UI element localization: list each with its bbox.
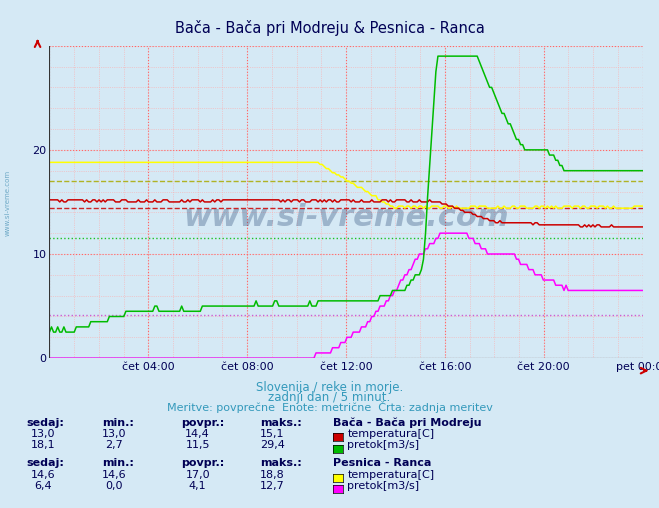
Text: 14,6: 14,6 <box>30 469 55 480</box>
Text: sedaj:: sedaj: <box>26 418 64 428</box>
Text: Pesnica - Ranca: Pesnica - Ranca <box>333 458 431 468</box>
Text: 14,4: 14,4 <box>185 429 210 439</box>
Text: 0,0: 0,0 <box>105 481 123 491</box>
Text: 11,5: 11,5 <box>185 440 210 450</box>
Text: 14,6: 14,6 <box>101 469 127 480</box>
Text: maks.:: maks.: <box>260 418 302 428</box>
Text: povpr.:: povpr.: <box>181 418 225 428</box>
Text: 18,8: 18,8 <box>260 469 285 480</box>
Text: 12,7: 12,7 <box>260 481 285 491</box>
Text: Meritve: povprečne  Enote: metrične  Črta: zadnja meritev: Meritve: povprečne Enote: metrične Črta:… <box>167 401 492 414</box>
Text: 13,0: 13,0 <box>30 429 55 439</box>
Text: 29,4: 29,4 <box>260 440 285 450</box>
Text: Bača - Bača pri Modreju & Pesnica - Ranca: Bača - Bača pri Modreju & Pesnica - Ranc… <box>175 20 484 36</box>
Text: 15,1: 15,1 <box>260 429 285 439</box>
Text: www.si-vreme.com: www.si-vreme.com <box>5 170 11 236</box>
Text: maks.:: maks.: <box>260 458 302 468</box>
Text: 17,0: 17,0 <box>185 469 210 480</box>
Text: povpr.:: povpr.: <box>181 458 225 468</box>
Text: min.:: min.: <box>102 458 134 468</box>
Text: Bača - Bača pri Modreju: Bača - Bača pri Modreju <box>333 417 481 428</box>
Text: Slovenija / reke in morje.: Slovenija / reke in morje. <box>256 380 403 394</box>
Text: 6,4: 6,4 <box>34 481 51 491</box>
Text: pretok[m3/s]: pretok[m3/s] <box>347 481 419 491</box>
Text: min.:: min.: <box>102 418 134 428</box>
Text: temperatura[C]: temperatura[C] <box>347 469 434 480</box>
Text: zadnji dan / 5 minut.: zadnji dan / 5 minut. <box>268 391 391 404</box>
Text: 2,7: 2,7 <box>105 440 123 450</box>
Text: temperatura[C]: temperatura[C] <box>347 429 434 439</box>
Text: sedaj:: sedaj: <box>26 458 64 468</box>
Text: www.si-vreme.com: www.si-vreme.com <box>183 203 509 232</box>
Text: 18,1: 18,1 <box>30 440 55 450</box>
Text: pretok[m3/s]: pretok[m3/s] <box>347 440 419 450</box>
Text: 13,0: 13,0 <box>101 429 127 439</box>
Text: 4,1: 4,1 <box>189 481 206 491</box>
